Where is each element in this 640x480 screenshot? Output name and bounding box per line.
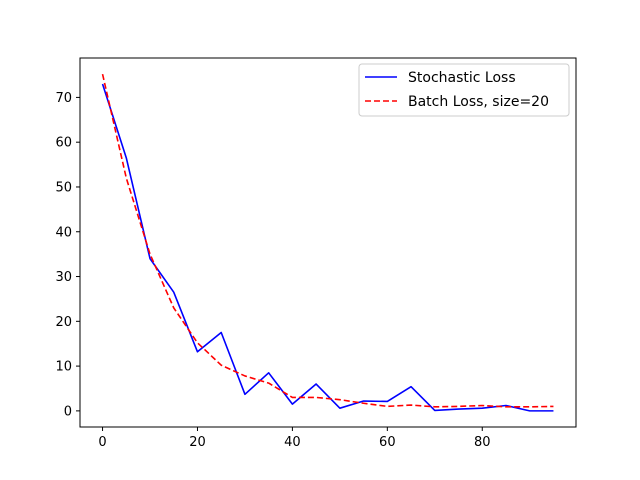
y-tick-label: 60 <box>55 136 72 151</box>
series-layer <box>101 73 554 412</box>
x-tick-label: 40 <box>284 435 301 450</box>
x-axis: 0 20 40 60 80 <box>98 427 491 450</box>
y-tick-label: 10 <box>55 360 72 375</box>
legend-label-batch: Batch Loss, size=20 <box>408 94 549 110</box>
y-tick-label: 0 <box>64 404 72 419</box>
y-tick-label: 50 <box>55 180 72 195</box>
y-tick-label: 20 <box>55 315 72 330</box>
x-tick-label: 60 <box>379 435 396 450</box>
plot-frame <box>79 57 577 428</box>
x-tick-label: 0 <box>98 435 106 450</box>
y-tick-label: 70 <box>55 91 72 106</box>
legend: Stochastic Loss Batch Loss, size=20 <box>358 63 570 117</box>
series-line-batch-loss-size-20 <box>101 73 554 408</box>
legend-label-stochastic: Stochastic Loss <box>408 70 516 86</box>
y-axis: 0 10 20 30 40 50 60 70 <box>55 91 80 419</box>
x-tick-label: 80 <box>474 435 491 450</box>
y-tick-label: 30 <box>55 270 72 285</box>
legend-box <box>358 63 570 117</box>
x-tick-label: 20 <box>189 435 206 450</box>
y-tick-label: 40 <box>55 225 72 240</box>
series-line-stochastic-loss <box>101 83 554 412</box>
